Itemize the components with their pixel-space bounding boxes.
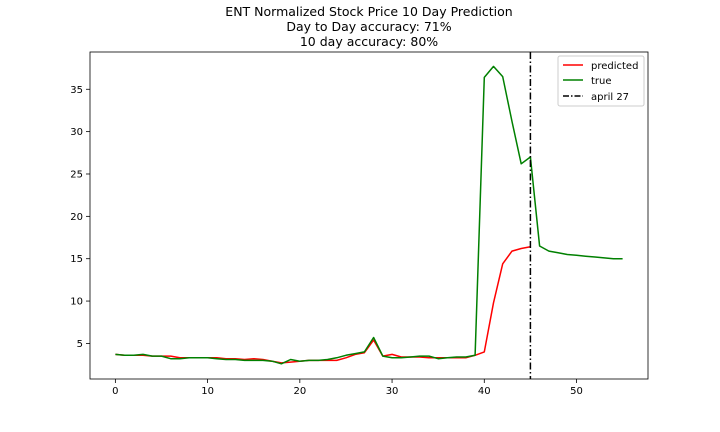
x-tick-label: 40: [478, 386, 491, 397]
title-line-3: 10 day accuracy: 80%: [300, 34, 438, 49]
x-tick-label: 0: [112, 386, 118, 397]
legend-label-predicted: predicted: [591, 61, 638, 72]
x-tick-label: 30: [386, 386, 399, 397]
title-line-1: ENT Normalized Stock Price 10 Day Predic…: [225, 4, 512, 19]
legend: predicted true april 27: [557, 55, 645, 107]
y-tick-label: 35: [70, 85, 83, 96]
title-line-2: Day to Day accuracy: 71%: [286, 19, 451, 34]
series-line-true: [115, 65, 623, 365]
legend-label-april-27: april 27: [591, 92, 629, 103]
plot-area: 0 10 20 30 40 50 5 10 15 20 25 30 35: [70, 51, 649, 397]
axes-frame: [89, 51, 649, 380]
x-tick-label: 20: [293, 386, 306, 397]
legend-frame: [557, 55, 645, 107]
chart-title: ENT Normalized Stock Price 10 Day Predic…: [225, 4, 512, 49]
y-tick-label: 30: [70, 127, 83, 138]
x-tick-label: 50: [570, 386, 583, 397]
legend-label-true: true: [591, 76, 612, 87]
y-tick-label: 25: [70, 169, 83, 180]
x-tick-label: 10: [201, 386, 214, 397]
series-line-predicted: [115, 246, 531, 364]
y-tick-label: 10: [70, 297, 83, 308]
y-tick-label: 20: [70, 212, 83, 223]
y-tick-label: 5: [77, 339, 83, 350]
y-tick-label: 15: [70, 254, 83, 265]
